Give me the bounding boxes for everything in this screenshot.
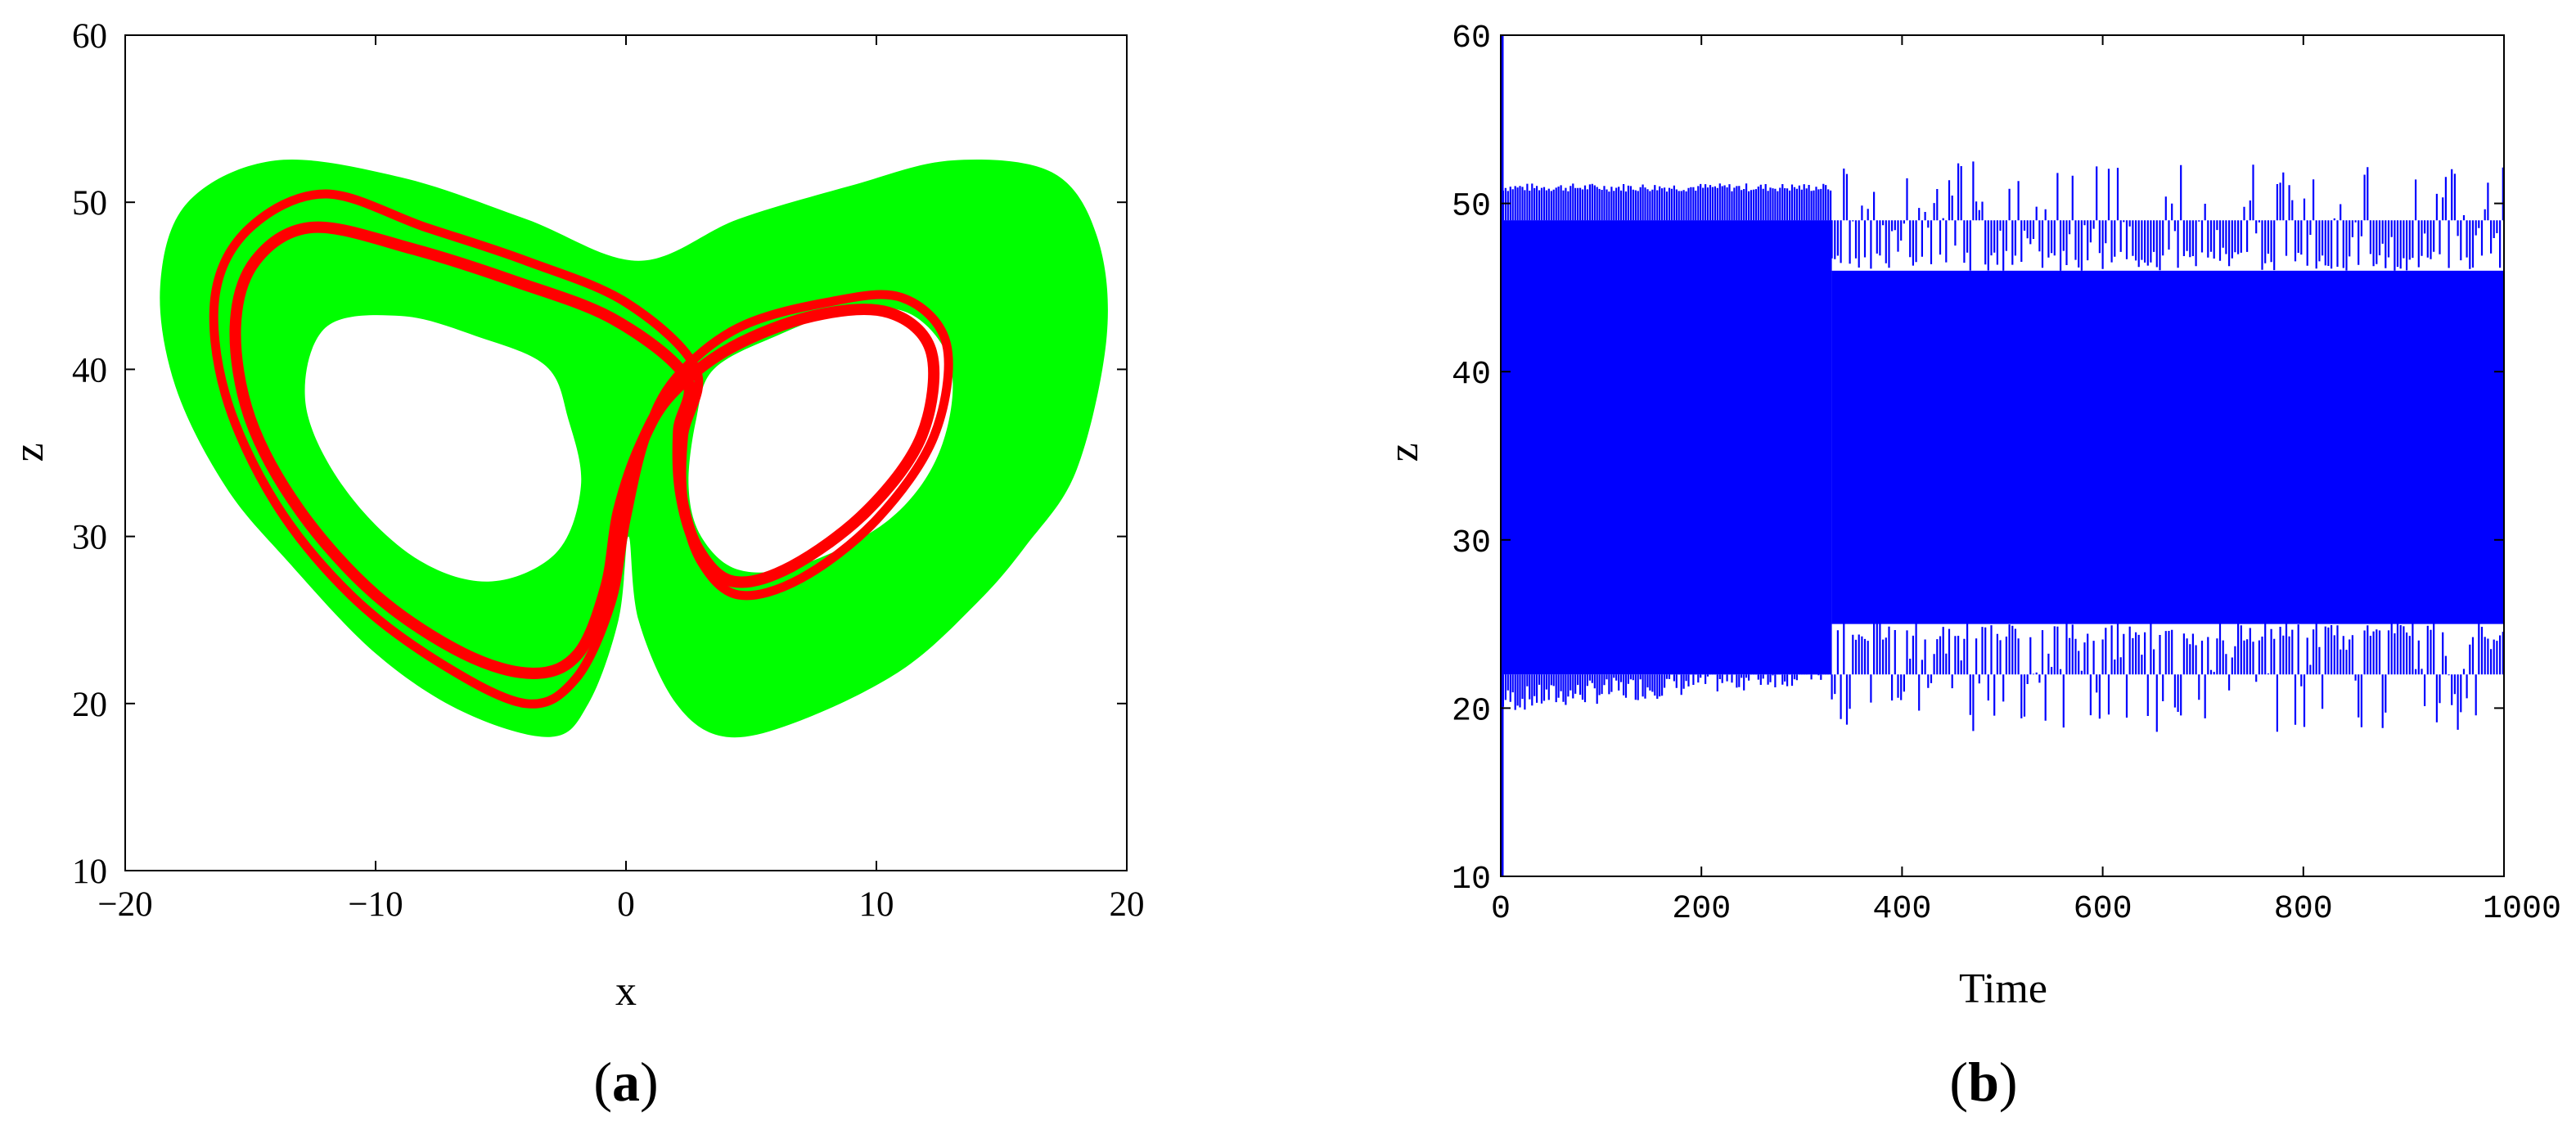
panel-b-x-axis-label: Time [1959,966,2047,1012]
panel-b-axes-box [1500,34,2505,877]
panel-b-y-axis-label: z [1380,443,1427,461]
panel-b-time-series: 0 200 400 600 800 1000 10 20 30 40 50 60 Time z (b… [1380,20,2561,1113]
y-tick-label: 30 [1452,525,1491,562]
red-orbit-loop [209,189,953,709]
y-tick-label: 10 [1452,862,1491,898]
blue-dense-band [1831,270,2504,624]
panel-b-x-ticks: 0 200 400 600 800 1000 [1491,35,2561,928]
x-tick-label: 10 [859,885,894,924]
panel-a-x-axis-label: x [615,968,637,1015]
x-tick-label: −10 [348,885,403,924]
y-tick-label: 40 [72,351,107,389]
panel-b-y-ticks: 10 20 30 40 50 60 [1452,20,2504,898]
x-tick-label: 800 [2274,891,2333,928]
panel-a-label-open: ( [593,1051,612,1113]
x-tick-label: 400 [1872,891,1931,928]
y-tick-label: 60 [72,17,107,56]
y-tick-label: 60 [1452,20,1491,57]
red-periodic-orbit [209,189,953,709]
panel-b-label-close: ) [1999,1051,2018,1113]
panel-b-plot-area [1501,35,2504,876]
red-orbit-loop [229,221,940,679]
panel-a-y-axis-label: z [6,443,52,461]
x-tick-label: 0 [1491,891,1511,928]
x-tick-label: 20 [1110,885,1145,924]
panel-a-label-close: ) [640,1051,659,1113]
x-tick-label: 600 [2074,891,2132,928]
x-tick-label: −20 [97,885,152,924]
panel-a-plot-area [160,160,1108,738]
panel-a-label-letter: a [612,1051,640,1113]
panel-a-label: (a) [593,1051,658,1113]
x-tick-label: 200 [1672,891,1731,928]
panel-b-label: (b) [1949,1051,2017,1113]
x-tick-label: 1000 [2483,891,2561,928]
y-tick-label: 30 [72,519,107,557]
y-tick-label: 50 [1452,189,1491,226]
blue-lower-troughs [1501,620,2504,732]
panel-a-x-ticks: −20 −10 0 10 20 [97,35,1145,924]
blue-dense-band [1501,220,1832,675]
y-tick-label: 20 [72,686,107,724]
y-tick-label: 40 [1452,357,1491,394]
blue-upper-peaks [1501,161,2504,271]
panel-a-y-ticks: 10 20 30 40 50 60 [72,17,1127,891]
y-tick-label: 20 [1452,693,1491,730]
y-tick-label: 50 [72,184,107,223]
panel-a-phase-portrait: −20 −10 0 10 20 10 20 30 40 50 60 x z (a) [6,17,1145,1113]
x-tick-label: 0 [617,885,635,924]
y-tick-label: 10 [72,853,107,891]
panel-b-label-letter: b [1968,1051,1999,1113]
blue-z-signal [1501,35,2504,876]
panel-b-label-open: ( [1949,1051,1968,1113]
